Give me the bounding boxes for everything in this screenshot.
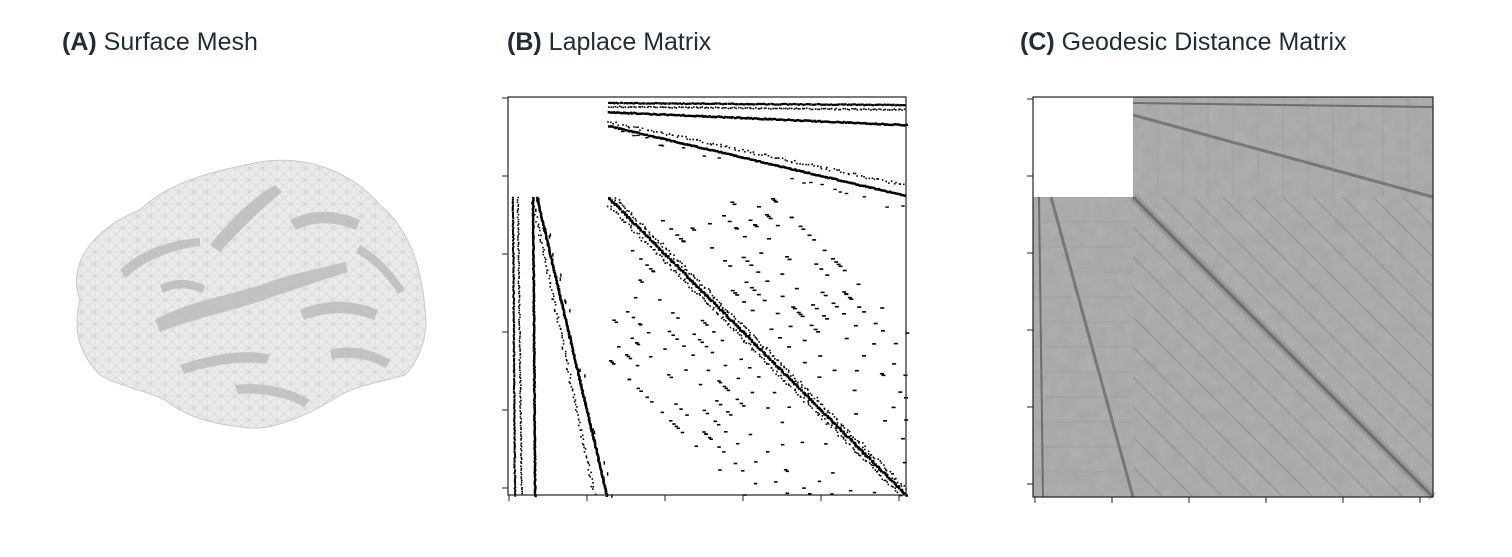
geodesic-matrix-plot xyxy=(1027,96,1437,503)
laplace-matrix-panel xyxy=(502,96,910,501)
panel-c-label: Geodesic Distance Matrix xyxy=(1061,28,1347,56)
panel-a-label: Surface Mesh xyxy=(103,28,258,56)
panel-c-title: (C) Geodesic Distance Matrix xyxy=(1020,28,1347,57)
geodesic-empty-block xyxy=(1033,97,1133,197)
geodesic-frame xyxy=(1032,96,1434,498)
panel-b-letter: (B) xyxy=(507,28,542,56)
geodesic-diagonal-bands xyxy=(1033,97,1437,501)
laplace-ticks xyxy=(502,97,900,501)
surface-mesh-panel xyxy=(60,150,440,440)
brain-sulci xyxy=(120,185,405,407)
geodesic-heatmap xyxy=(1033,97,1437,501)
laplace-nonzero-entries xyxy=(511,101,910,498)
laplace-frame xyxy=(507,96,907,496)
panel-b-title: (B) Laplace Matrix xyxy=(507,28,711,57)
geodesic-matrix-panel xyxy=(1027,96,1437,503)
brain-mesh-figure xyxy=(75,159,427,429)
panel-c-letter: (C) xyxy=(1020,28,1055,56)
panel-b-label: Laplace Matrix xyxy=(548,28,712,56)
brain-surface xyxy=(75,159,427,429)
geodesic-ticks xyxy=(1027,98,1421,503)
laplace-matrix-plot xyxy=(502,96,910,501)
panel-a-title: (A) Surface Mesh xyxy=(62,28,258,57)
panel-a-letter: (A) xyxy=(62,28,97,56)
